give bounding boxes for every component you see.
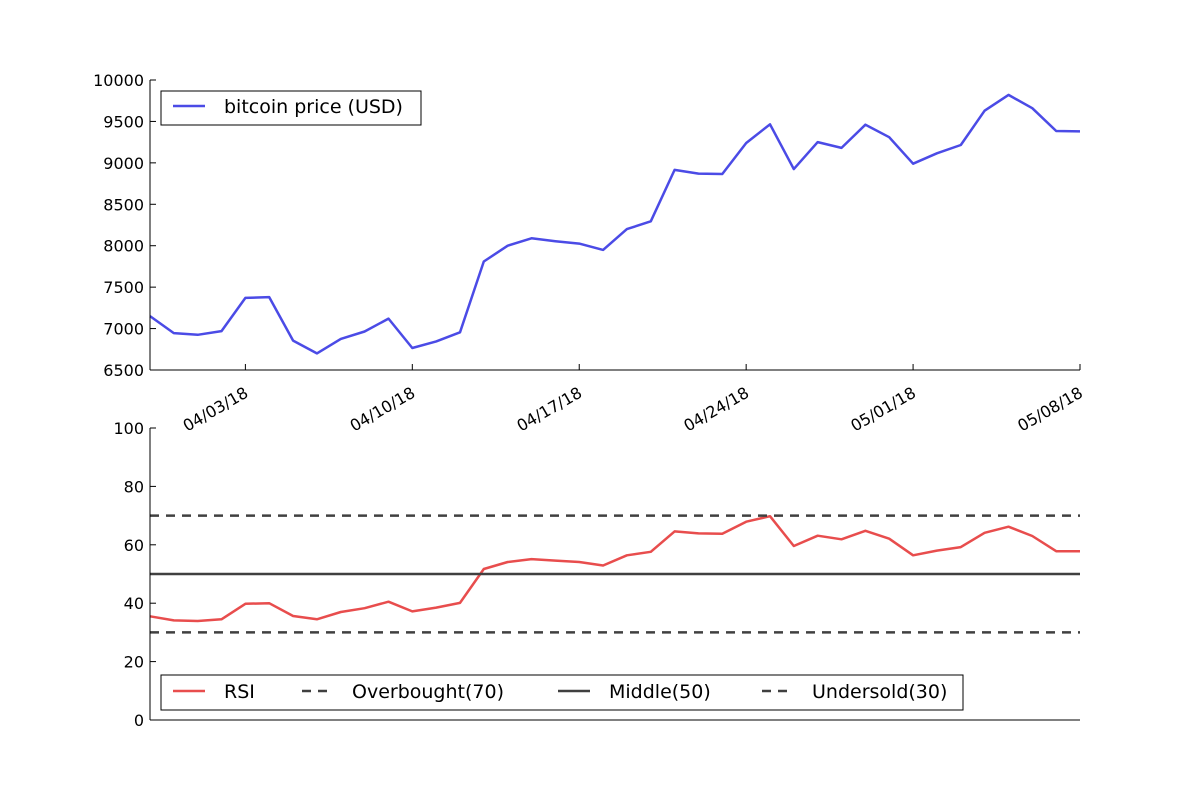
legend: RSI Overbought(70) Middle(50) Undersold(30) [160, 674, 964, 711]
legend-label: Overbought(70) [352, 681, 504, 703]
y-tick-label: 10000 [93, 71, 144, 90]
legend-label: RSI [224, 681, 255, 703]
y-tick-label: 8500 [103, 195, 144, 214]
legend-label: Middle(50) [609, 681, 711, 703]
y-tick-label: 7000 [103, 320, 144, 339]
price-chart-panel: 6500 7000 7500 8000 8500 9000 9500 10000 04/03/1… [93, 71, 1086, 435]
legend: bitcoin price (USD) [160, 90, 422, 126]
rsi-line [149, 514, 1080, 623]
x-tick-label: 05/08/18 [1014, 383, 1086, 435]
legend-frame [160, 674, 964, 711]
x-tick-label: 04/10/18 [347, 383, 419, 435]
rsi-chart-panel: 0 20 40 60 80 100 RSI Overbought(70) Middle(50) U… [113, 419, 1080, 730]
y-tick-label: 8000 [103, 237, 144, 256]
y-tick-label: 6500 [103, 361, 144, 380]
legend-frame [160, 90, 422, 126]
x-tick-label: 04/17/18 [513, 383, 585, 435]
y-tick-label: 0 [134, 711, 144, 730]
legend-label: bitcoin price (USD) [224, 96, 403, 118]
y-tick-label: 80 [124, 477, 144, 496]
legend-label: Undersold(30) [812, 681, 947, 703]
y-tick-label: 20 [124, 653, 144, 672]
y-tick-label: 100 [113, 419, 144, 438]
y-tick-label: 40 [124, 594, 144, 613]
x-tick-label: 04/24/18 [680, 383, 752, 435]
y-tick-label: 9000 [103, 154, 144, 173]
bitcoin-price-usd-line [149, 93, 1081, 355]
x-tick-label: 04/03/18 [180, 383, 252, 435]
x-tick-label: 05/01/18 [847, 383, 919, 435]
y-tick-label: 60 [124, 536, 144, 555]
y-tick-label: 7500 [103, 278, 144, 297]
y-tick-label: 9500 [103, 112, 144, 131]
